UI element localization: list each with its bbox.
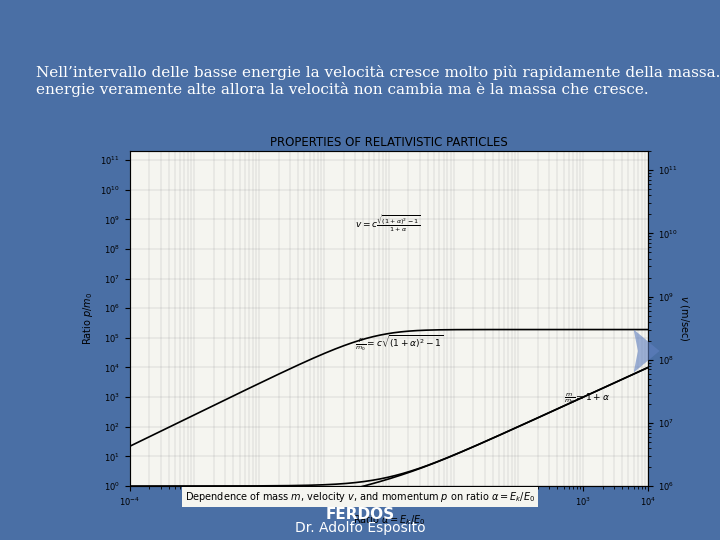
- Text: Dependence of mass $m$, velocity $v$, and momentum $p$ on ratio $\alpha = E_k/E_: Dependence of mass $m$, velocity $v$, an…: [185, 490, 535, 504]
- Text: $v = c\frac{\sqrt{(1+\alpha)^2 - 1}}{1+\alpha}$: $v = c\frac{\sqrt{(1+\alpha)^2 - 1}}{1+\…: [355, 213, 420, 235]
- Text: Dr. Adolfo Esposito: Dr. Adolfo Esposito: [294, 521, 426, 535]
- Polygon shape: [634, 329, 660, 373]
- Text: FERDOS: FERDOS: [325, 507, 395, 522]
- Y-axis label: Ratio $p/m_0$: Ratio $p/m_0$: [81, 292, 94, 345]
- Text: $\frac{m}{m_0} = 1 + \alpha$: $\frac{m}{m_0} = 1 + \alpha$: [564, 391, 610, 406]
- X-axis label: Ratio $\alpha = E_k/E_0$: Ratio $\alpha = E_k/E_0$: [353, 514, 425, 528]
- Y-axis label: $v$ (m/sec): $v$ (m/sec): [678, 295, 691, 342]
- Text: Nell’intervallo delle basse energie la velocità cresce molto più rapidamente del: Nell’intervallo delle basse energie la v…: [36, 65, 720, 97]
- Title: PROPERTIES OF RELATIVISTIC PARTICLES: PROPERTIES OF RELATIVISTIC PARTICLES: [270, 136, 508, 148]
- Text: $\frac{p}{m_0} = c\sqrt{(1+\alpha)^2 - 1}$: $\frac{p}{m_0} = c\sqrt{(1+\alpha)^2 - 1…: [355, 333, 443, 353]
